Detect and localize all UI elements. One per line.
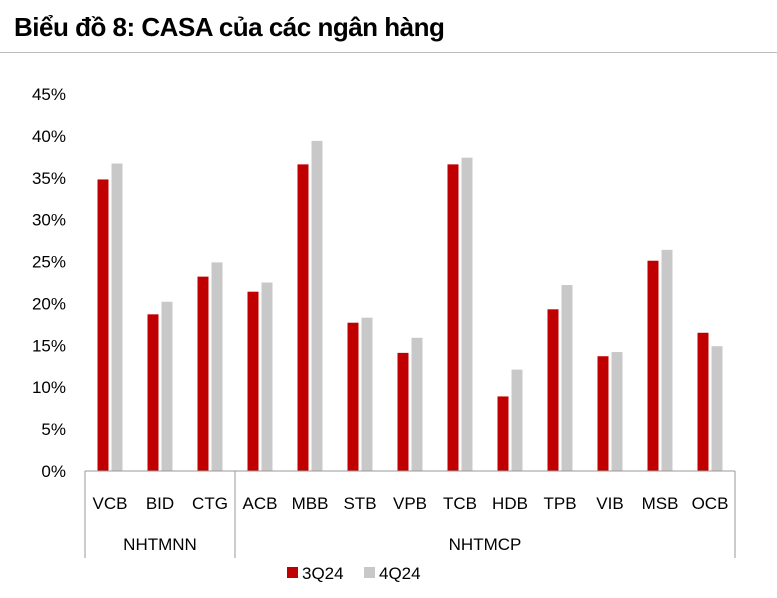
x-tick-label: HDB [492,494,528,513]
bar-4q24 [611,352,623,471]
bar-3q24 [597,356,609,471]
bar-4q24 [411,337,423,471]
y-tick-label: 10% [32,378,66,397]
bar-4q24 [461,157,473,471]
bar-4q24 [161,301,173,471]
bar-3q24 [347,322,359,471]
y-tick-label: 25% [32,253,66,272]
x-tick-label: VIB [596,494,623,513]
bar-3q24 [397,352,409,471]
title-divider [0,52,777,53]
x-tick-label: BID [146,494,174,513]
y-tick-label: 40% [32,127,66,146]
bar-3q24 [247,291,259,471]
x-tick-label: MSB [642,494,679,513]
bar-3q24 [97,179,109,471]
x-tick-label: ACB [243,494,278,513]
bar-4q24 [511,369,523,471]
x-tick-label: VCB [93,494,128,513]
bar-4q24 [261,282,273,471]
x-tick-label: CTG [192,494,228,513]
x-tick-label: VPB [393,494,427,513]
bar-4q24 [711,346,723,471]
y-tick-label: 5% [41,420,66,439]
bar-4q24 [561,285,573,471]
bar-3q24 [547,309,559,471]
y-tick-label: 0% [41,462,66,481]
group-label: NHTMCP [449,535,522,554]
bar-3q24 [497,396,509,471]
legend-label: 4Q24 [379,564,421,583]
bar-4q24 [311,140,323,471]
bar-3q24 [697,332,709,471]
legend-swatch [364,567,375,578]
bar-4q24 [361,317,373,471]
bar-4q24 [661,249,673,471]
bar-3q24 [197,276,209,471]
bar-3q24 [647,260,659,471]
bar-4q24 [211,262,223,471]
x-tick-label: TPB [543,494,576,513]
bar-4q24 [111,163,123,471]
x-tick-label: TCB [443,494,477,513]
legend-swatch [287,567,298,578]
legend-label: 3Q24 [302,564,344,583]
y-tick-label: 45% [32,85,66,104]
x-tick-label: STB [343,494,376,513]
x-tick-label: OCB [692,494,729,513]
y-tick-label: 30% [32,211,66,230]
y-tick-label: 35% [32,169,66,188]
group-label: NHTMNN [123,535,197,554]
y-tick-label: 20% [32,294,66,313]
x-tick-label: MBB [292,494,329,513]
bar-3q24 [447,164,459,471]
bar-3q24 [147,314,159,471]
chart-title: Biểu đồ 8: CASA của các ngân hàng [14,12,445,42]
bar-3q24 [297,164,309,471]
y-tick-label: 15% [32,336,66,355]
